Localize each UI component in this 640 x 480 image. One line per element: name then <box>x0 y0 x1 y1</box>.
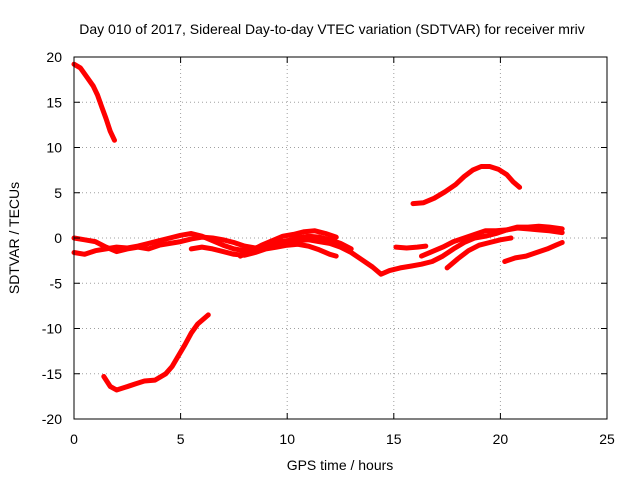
series-arc-11 <box>410 164 523 207</box>
axis-ticks: 0 5 10 15 20 25 -20 -15 -10 -5 0 5 10 15 20 <box>42 49 615 447</box>
series-arc-10 <box>502 240 565 264</box>
y-tick-label: 10 <box>46 140 62 156</box>
series-arc-4 <box>71 233 354 255</box>
y-tick-label: -10 <box>42 321 62 337</box>
x-tick-label: 0 <box>70 431 78 447</box>
x-axis-label: GPS time / hours <box>287 457 394 473</box>
y-tick-label: 15 <box>46 94 62 110</box>
series-arc-2 <box>101 312 211 393</box>
series-arc-3 <box>71 225 565 277</box>
series-arc-5 <box>188 241 339 259</box>
x-tick-label: 5 <box>177 431 185 447</box>
x-tick-label: 20 <box>493 431 509 447</box>
y-axis-label: SDTVAR / TECUs <box>6 182 22 294</box>
series-arc-8 <box>419 223 565 259</box>
x-tick-label: 10 <box>279 431 295 447</box>
x-tick-label: 15 <box>386 431 402 447</box>
series-arc-1 <box>71 61 117 143</box>
y-tick-label: 0 <box>54 230 62 246</box>
x-tick-label: 25 <box>599 431 615 447</box>
y-tick-label: -20 <box>42 411 62 427</box>
data-series <box>71 61 565 393</box>
series-arc-9 <box>444 235 514 271</box>
series-arc-6 <box>237 228 339 259</box>
y-tick-label: 20 <box>46 49 62 65</box>
y-tick-label: -5 <box>50 275 63 291</box>
y-tick-label: 5 <box>54 185 62 201</box>
y-tick-label: -15 <box>42 366 62 382</box>
series-arc-7 <box>393 243 429 251</box>
chart-title: Day 010 of 2017, Sidereal Day-to-day VTE… <box>79 21 584 37</box>
